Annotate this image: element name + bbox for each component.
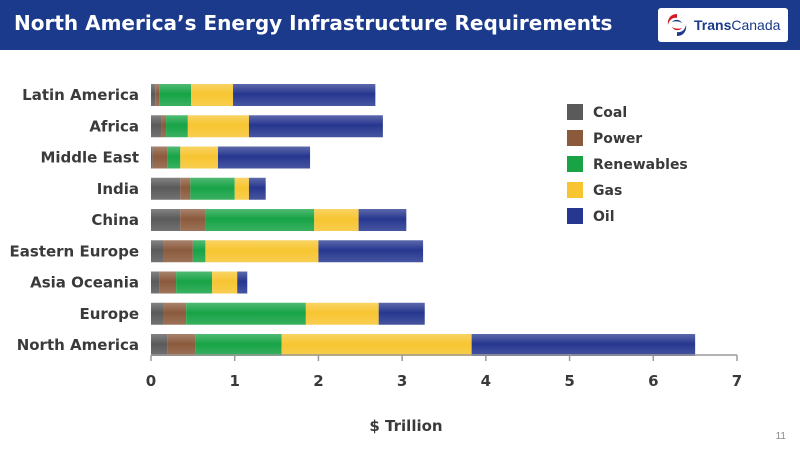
bar-segment-gas <box>212 271 238 294</box>
bar-segment-renewables <box>190 177 235 200</box>
bar-segment-renewables <box>192 240 206 263</box>
bar-segment-gas <box>314 209 359 231</box>
bar-segment-coal <box>151 302 164 325</box>
header-bar: North America’s Energy Infrastructure Re… <box>0 0 800 50</box>
bar-segment-coal <box>151 146 153 169</box>
bar-segment-renewables <box>186 302 306 325</box>
bar-segment-renewables <box>167 146 181 169</box>
bar-segment-renewables <box>176 271 213 294</box>
bar-segment-coal <box>151 334 168 356</box>
bar-segment-power <box>152 146 168 169</box>
category-label: North America <box>17 336 139 354</box>
bar-segment-coal <box>151 240 164 263</box>
x-axis-title: $ Trillion <box>369 417 442 435</box>
transcanada-logo: TransCanada <box>658 8 788 42</box>
bar-segment-gas <box>187 115 249 138</box>
legend-label: Power <box>593 131 642 147</box>
bar-segment-renewables <box>205 209 315 231</box>
x-tick-label: 3 <box>397 372 407 390</box>
bar-segment-oil <box>378 302 425 325</box>
bar-segment-power <box>163 302 187 325</box>
legend-swatch-power <box>567 130 583 146</box>
category-label: Asia Oceania <box>30 274 139 292</box>
bar-segment-oil <box>237 271 248 294</box>
legend-swatch-gas <box>567 182 583 198</box>
category-label: Middle East <box>40 149 139 167</box>
category-label: Eastern Europe <box>10 242 139 260</box>
category-label: India <box>97 180 139 198</box>
bar-segment-gas <box>191 84 234 106</box>
category-label: Africa <box>89 117 139 135</box>
bar-segment-gas <box>281 334 472 356</box>
bar-segment-coal <box>151 115 162 138</box>
category-label: China <box>91 211 139 229</box>
legend-swatch-oil <box>567 208 583 224</box>
bar-segment-coal <box>151 209 181 231</box>
bar-segment-oil <box>318 240 424 263</box>
bar-segment-gas <box>234 177 249 200</box>
bar-segment-oil <box>358 209 407 231</box>
logo-text: TransCanada <box>694 17 781 33</box>
bar-segment-power <box>159 271 177 294</box>
bar-segment-power <box>180 209 206 231</box>
bar-segment-gas <box>180 146 218 169</box>
legend-swatch-renewables <box>567 156 583 172</box>
category-label: Latin America <box>22 86 139 104</box>
logo-mark-icon <box>667 14 687 36</box>
legend-label: Oil <box>593 209 615 225</box>
bar-segment-coal <box>151 271 160 294</box>
bar-segment-oil <box>217 146 311 169</box>
bar-segment-oil <box>248 177 266 200</box>
bar-segment-power <box>163 240 193 263</box>
x-tick-label: 4 <box>481 372 491 390</box>
legend-label: Coal <box>593 105 627 121</box>
legend-label: Renewables <box>593 157 688 173</box>
bar-segment-gas <box>305 302 379 325</box>
bar-segment-oil <box>471 334 696 356</box>
legend-label: Gas <box>593 183 622 199</box>
legend-swatch-coal <box>567 104 583 120</box>
bar-segment-renewables <box>195 334 282 356</box>
bar-segment-renewables <box>159 84 192 106</box>
bar-segment-power <box>180 177 191 200</box>
bar-segment-gas <box>205 240 319 263</box>
category-label: Europe <box>79 305 139 323</box>
bar-segment-power <box>167 334 196 356</box>
bar-segment-power <box>155 84 160 106</box>
bar-segment-coal <box>151 177 181 200</box>
x-tick-label: 0 <box>146 372 156 390</box>
x-tick-label: 2 <box>313 372 323 390</box>
x-tick-label: 1 <box>229 372 239 390</box>
x-tick-label: 5 <box>564 372 574 390</box>
bar-segment-power <box>161 115 167 138</box>
x-tick-label: 7 <box>732 372 742 390</box>
page-number: 11 <box>775 431 786 442</box>
bar-segment-coal <box>151 84 156 106</box>
bar-segment-oil <box>233 84 376 106</box>
x-tick-label: 6 <box>648 372 658 390</box>
page-title: North America’s Energy Infrastructure Re… <box>14 11 613 35</box>
bar-segment-oil <box>248 115 383 138</box>
bar-segment-renewables <box>166 115 188 138</box>
